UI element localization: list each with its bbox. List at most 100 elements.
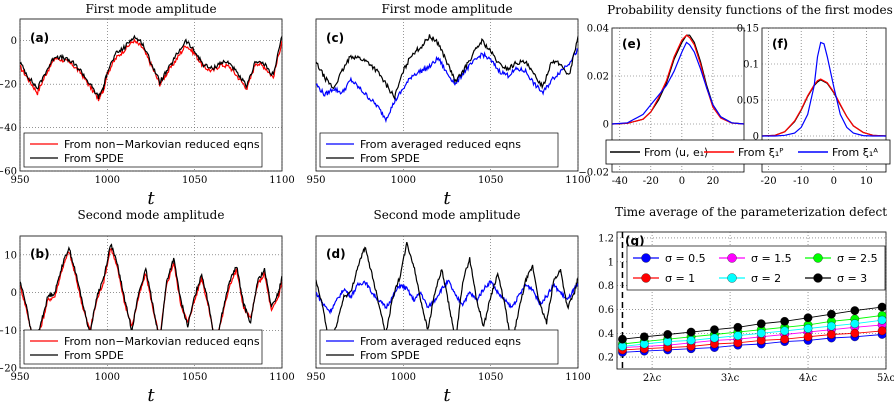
y-tick-label: 0	[11, 288, 17, 299]
series-line-1	[20, 243, 282, 350]
series-marker	[850, 328, 860, 338]
series-line-2	[762, 41, 886, 137]
panel-label: (b)	[30, 247, 50, 261]
plot-area	[316, 34, 578, 124]
x-tick-label: 950	[306, 372, 325, 383]
x-tick-label: 1050	[478, 372, 503, 383]
x-tick-label: 1000	[95, 175, 120, 186]
y-tick-label: 0.6	[598, 305, 614, 316]
legend-entry: From SPDE	[360, 349, 420, 362]
series-marker	[803, 313, 813, 323]
legend-entry: σ = 3	[837, 272, 867, 285]
series-marker	[850, 306, 860, 315]
series-marker	[780, 326, 789, 336]
y-tick-label: 0.2	[598, 353, 614, 364]
series-marker	[686, 327, 696, 337]
legend-entry: σ = 2	[751, 272, 781, 285]
legend-entry: σ = 1.5	[751, 252, 792, 265]
x-axis-label: t	[147, 385, 155, 406]
plot-area	[20, 243, 282, 350]
plot-area	[316, 241, 578, 351]
series-marker	[877, 326, 886, 336]
x-tick-label: 1050	[182, 175, 207, 186]
y-tick-label: −20	[0, 80, 17, 91]
series-marker	[850, 319, 860, 329]
y-tick-label: 1.2	[598, 233, 614, 244]
series-marker	[803, 332, 813, 342]
series-line-0	[316, 48, 578, 124]
legend-entry: σ = 1	[665, 272, 695, 285]
legend-marker	[813, 273, 823, 283]
plot-area	[612, 34, 744, 125]
x-tick-label: 1100	[269, 175, 294, 186]
y-tick-label: 0.05	[737, 96, 759, 107]
legend-entry: From averaged reduced eqns	[360, 138, 521, 151]
x-tick-label: 5λc	[877, 373, 894, 384]
series-line-0	[316, 279, 578, 315]
y-tick-label: −60	[0, 167, 17, 178]
legend-entry: From SPDE	[360, 152, 420, 165]
series-marker	[686, 336, 696, 345]
legend-entry: From SPDE	[64, 349, 124, 362]
series-marker	[827, 321, 836, 331]
legend-entry: From non−Markovian reduced eqns	[64, 138, 260, 151]
panel-title: Time average of the parameterization def…	[615, 205, 887, 219]
x-tick-label: 1000	[95, 372, 120, 383]
y-tick-label: −0.02	[578, 168, 609, 179]
legend-entry: From ξ₁ᴾ	[738, 146, 783, 159]
series-line-0	[20, 247, 282, 348]
panel-d: 950 1000 1050 1100 Second mode amplitude (d) t…	[306, 208, 590, 406]
series-marker	[710, 325, 719, 335]
legend-box	[23, 132, 263, 168]
legend-box	[626, 245, 886, 291]
x-tick-label: 1000	[391, 175, 416, 186]
series-line-1	[316, 34, 578, 101]
series-marker	[877, 302, 886, 312]
panel-label: (f)	[772, 37, 788, 51]
y-tick-label: 0	[753, 132, 759, 143]
x-tick-label: 1100	[565, 372, 590, 383]
panel-label: (e)	[622, 37, 641, 51]
series-marker	[663, 330, 673, 339]
x-axis-label: t	[443, 188, 451, 209]
series-marker	[780, 334, 789, 344]
legend-entry: From averaged reduced eqns	[360, 335, 521, 348]
series-line-1	[20, 34, 282, 100]
panel-title: First mode amplitude	[85, 2, 216, 16]
x-tick-label: 0	[831, 176, 837, 187]
series-line-1	[762, 78, 886, 137]
x-tick-label: 950	[10, 372, 29, 383]
x-tick-label: 1000	[391, 372, 416, 383]
series-marker	[756, 328, 766, 338]
x-tick-label: 0	[679, 176, 685, 187]
y-tick-label: −20	[0, 364, 17, 375]
series-marker	[827, 309, 836, 319]
x-tick-label: 2λc	[643, 373, 662, 384]
x-tick-label: -40	[612, 176, 628, 187]
panel-a: 950 1000 1050 1100 −60 −40 −20 0 First mode ampl…	[0, 2, 295, 209]
legend-entry: From ⟨u, e₁⟩	[644, 146, 708, 159]
series-marker	[639, 332, 649, 342]
series-line-1	[612, 34, 744, 125]
series-marker	[780, 316, 789, 326]
pdf-legend: From ⟨u, e₁⟩ From ξ₁ᴾ From ξ₁ᴬ	[605, 139, 891, 165]
x-tick-label: 3λc	[721, 373, 740, 384]
y-tick-label: 1	[608, 257, 614, 268]
series-marker	[877, 315, 886, 325]
legend-entry: σ = 2.5	[837, 252, 878, 265]
legend-marker	[641, 273, 651, 283]
panel-title: Probability density functions of the fir…	[607, 3, 893, 17]
legend-marker	[727, 273, 737, 283]
x-tick-label: 20	[707, 176, 720, 187]
x-tick-label: -20	[643, 176, 659, 187]
x-tick-label: 1050	[182, 372, 207, 383]
y-tick-label: −10	[0, 326, 17, 337]
legend-box	[605, 139, 891, 165]
y-tick-label: 0	[603, 120, 609, 131]
panel-g: 2λc 3λc 4λc 5λc 0.2 0.4 0.6 0.8 1 1.2 Time average…	[598, 205, 894, 384]
series-marker	[803, 324, 813, 333]
y-tick-label: 0.04	[587, 24, 609, 35]
series-line-2	[612, 41, 744, 125]
legend-box	[319, 132, 559, 168]
legend-marker	[727, 253, 737, 263]
